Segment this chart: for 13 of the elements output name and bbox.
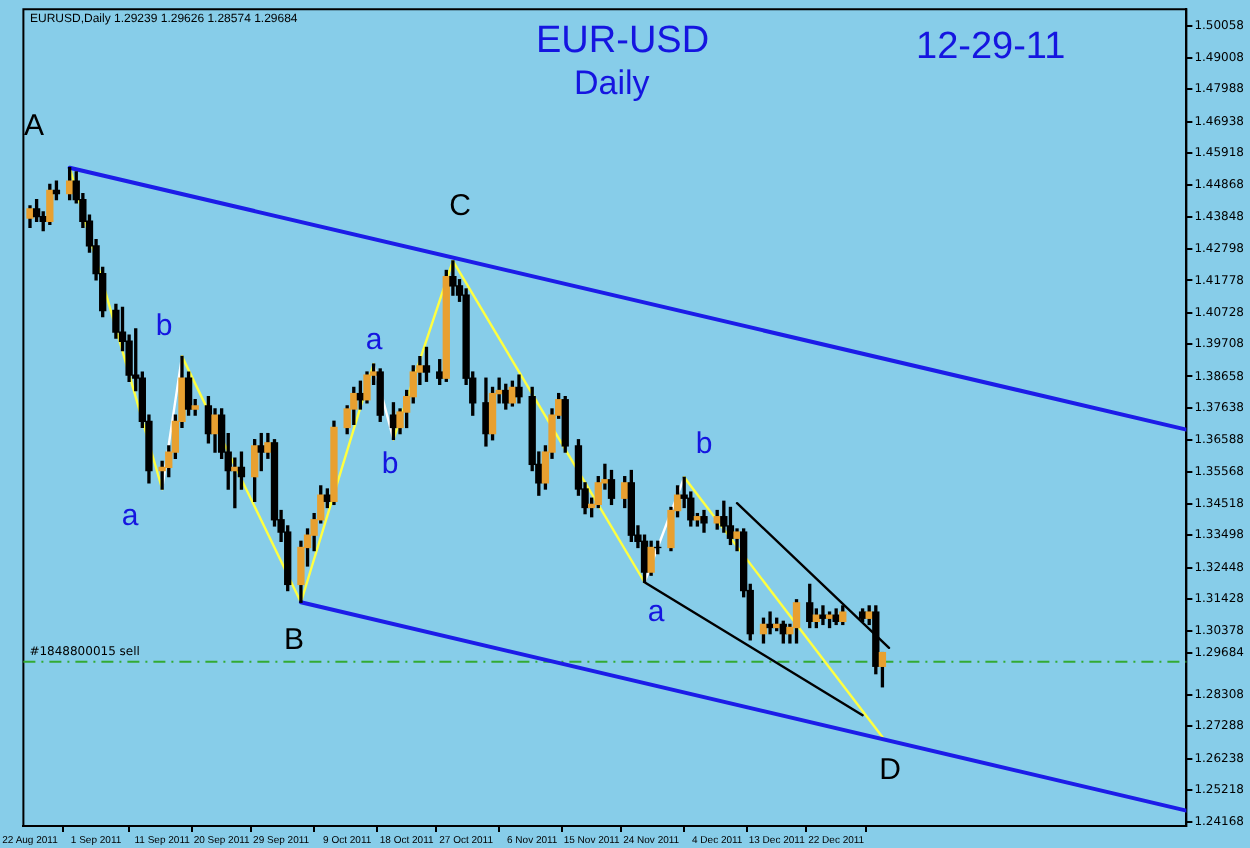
annotation: C xyxy=(449,189,471,223)
annotation: a xyxy=(121,499,139,533)
annotation: a xyxy=(647,595,665,629)
annotation: A xyxy=(23,109,45,143)
annotation: b xyxy=(155,309,173,343)
annotation: b xyxy=(381,447,399,481)
annotation: D xyxy=(879,753,901,787)
annotation: b xyxy=(695,427,713,461)
annotation: 12-29-11 xyxy=(916,26,1066,70)
chart-title: EUR-USD xyxy=(536,20,710,64)
annotation: B xyxy=(283,623,305,657)
annotation: a xyxy=(365,323,383,357)
text: Daily xyxy=(574,64,650,104)
